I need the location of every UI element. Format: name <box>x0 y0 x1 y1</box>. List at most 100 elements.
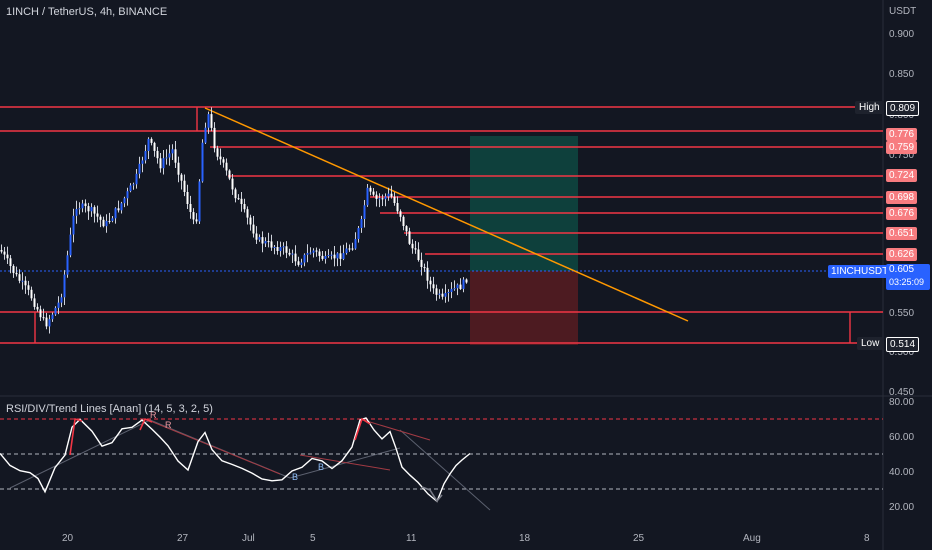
candle-body <box>81 203 84 209</box>
candle-body <box>141 160 144 164</box>
price-label: 0.759 <box>886 141 918 154</box>
price-tick: 0.750 <box>889 150 915 161</box>
rsi-indicator-title[interactable]: RSI/DIV/Trend Lines [Anan] (14, 5, 3, 2,… <box>6 403 213 415</box>
candle-body <box>411 243 414 249</box>
candle-body <box>264 241 267 244</box>
candle-body <box>147 138 150 151</box>
candle-body <box>57 302 60 308</box>
candle-body <box>6 254 9 259</box>
candle-body <box>192 212 195 220</box>
candle-body <box>261 237 264 244</box>
candle-body <box>282 246 285 248</box>
candle-body <box>48 319 51 327</box>
candle-body <box>384 196 387 200</box>
candle-body <box>102 219 105 227</box>
rsi-marker-r-2: R <box>165 420 172 430</box>
candle-body <box>117 208 120 211</box>
candle-body <box>54 307 57 315</box>
candle-body <box>381 198 384 200</box>
candle-body <box>267 241 270 243</box>
candle-body <box>357 228 360 239</box>
candle-body <box>420 259 423 267</box>
rsi-tick: 40.00 <box>889 467 915 478</box>
candle-body <box>201 142 204 182</box>
time-label: 8 <box>864 533 870 544</box>
candle-body <box>27 285 30 290</box>
candle-body <box>84 203 87 206</box>
candle-body <box>99 216 102 220</box>
candle-body <box>156 150 159 159</box>
candle-body <box>120 203 123 211</box>
price-tick: 0.450 <box>889 387 915 398</box>
price-label-low: 0.514 <box>886 337 920 352</box>
candle-body <box>378 198 381 200</box>
candle-body <box>288 252 291 255</box>
candle-body <box>9 258 12 266</box>
candle-body <box>51 314 54 320</box>
candle-body <box>333 254 336 259</box>
candle-body <box>435 288 438 295</box>
candle-body <box>372 191 375 195</box>
candle-body <box>417 249 420 260</box>
candle-body <box>453 288 456 290</box>
candle-body <box>33 298 36 307</box>
time-label: Jul <box>242 533 255 544</box>
candle-body <box>300 262 303 265</box>
candle-body <box>63 274 66 298</box>
candle-body <box>210 114 213 128</box>
candle-body <box>252 224 255 234</box>
rsi-panel: R R B B <box>0 410 883 511</box>
candles <box>0 107 468 334</box>
candle-body <box>408 231 411 244</box>
price-label-high: 0.809 <box>886 101 920 116</box>
candle-body <box>72 215 75 235</box>
candle-body <box>12 266 15 273</box>
candle-body <box>45 317 48 327</box>
candle-body <box>135 173 138 185</box>
candle-body <box>339 253 342 259</box>
candle-body <box>195 219 198 222</box>
countdown: 03:25:09 <box>889 277 925 287</box>
price-label: 0.651 <box>886 227 918 240</box>
candle-body <box>396 203 399 212</box>
candle-body <box>270 241 273 248</box>
rsi-overbought-2 <box>139 417 153 431</box>
candle-body <box>387 193 390 197</box>
time-label: Aug <box>743 533 761 544</box>
candle-body <box>243 204 246 210</box>
candle-body <box>315 250 318 252</box>
candle-body <box>330 254 333 256</box>
candle-body <box>348 248 351 250</box>
candle-body <box>309 252 312 254</box>
current-price-box: 0.605 03:25:09 <box>886 264 930 290</box>
candle-body <box>294 253 297 262</box>
candle-body <box>180 174 183 181</box>
candle-wicks <box>1 107 467 334</box>
rsi-marker-b-2: B <box>318 462 324 472</box>
trendline[interactable] <box>204 107 689 322</box>
symbol-title[interactable]: 1INCH / TetherUS, 4h, BINANCE <box>6 6 168 18</box>
rsi-tick: 60.00 <box>889 432 915 443</box>
candle-body <box>114 208 117 219</box>
candle-body <box>66 255 69 275</box>
candle-body <box>390 193 393 197</box>
candle-body <box>144 151 147 161</box>
time-label: 11 <box>406 533 417 544</box>
candle-body <box>246 209 249 218</box>
time-label: 18 <box>519 533 531 544</box>
candle-body <box>207 114 210 128</box>
candle-body <box>87 206 90 212</box>
candle-body <box>465 279 468 283</box>
candle-body <box>447 292 450 293</box>
candle-body <box>306 253 309 255</box>
candle-body <box>291 253 294 255</box>
candle-body <box>30 289 33 299</box>
candle-body <box>75 209 78 216</box>
currency-label: USDT <box>889 6 917 17</box>
candle-body <box>450 288 453 292</box>
candle-body <box>459 284 462 289</box>
candle-body <box>354 239 357 249</box>
candle-body <box>228 170 231 179</box>
candle-body <box>105 220 108 227</box>
